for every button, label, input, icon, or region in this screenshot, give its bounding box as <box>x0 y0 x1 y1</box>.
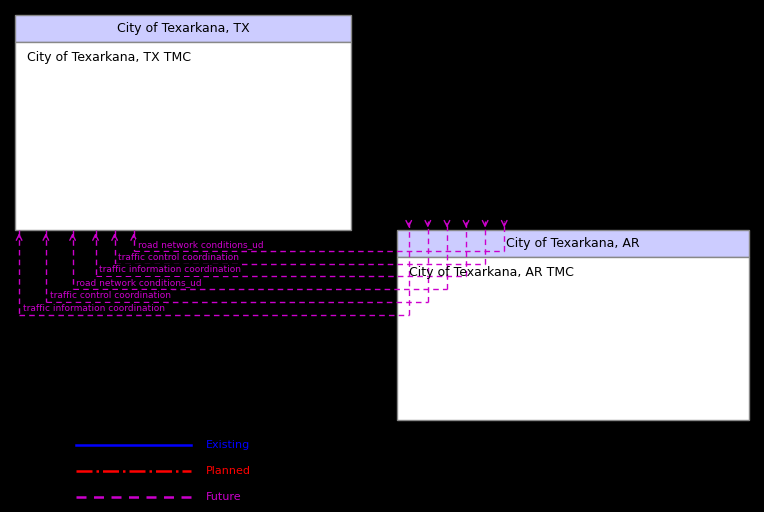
Bar <box>15 15 351 42</box>
Bar <box>397 257 749 420</box>
Text: Existing: Existing <box>206 440 251 451</box>
Text: Planned: Planned <box>206 466 251 476</box>
Text: traffic control coordination: traffic control coordination <box>50 291 170 300</box>
Text: City of Texarkana, TX: City of Texarkana, TX <box>117 22 250 35</box>
Text: traffic control coordination: traffic control coordination <box>118 252 239 262</box>
Text: traffic information coordination: traffic information coordination <box>23 304 165 313</box>
Text: road network conditions_ud: road network conditions_ud <box>76 278 202 287</box>
Bar <box>15 42 351 230</box>
Text: traffic information coordination: traffic information coordination <box>99 265 241 274</box>
Text: City of Texarkana, AR: City of Texarkana, AR <box>507 237 639 250</box>
Bar <box>397 230 749 257</box>
Text: Future: Future <box>206 492 242 502</box>
Text: City of Texarkana, TX TMC: City of Texarkana, TX TMC <box>27 51 191 64</box>
Text: City of Texarkana, AR TMC: City of Texarkana, AR TMC <box>409 266 574 279</box>
Text: road network conditions_ud: road network conditions_ud <box>138 240 263 249</box>
